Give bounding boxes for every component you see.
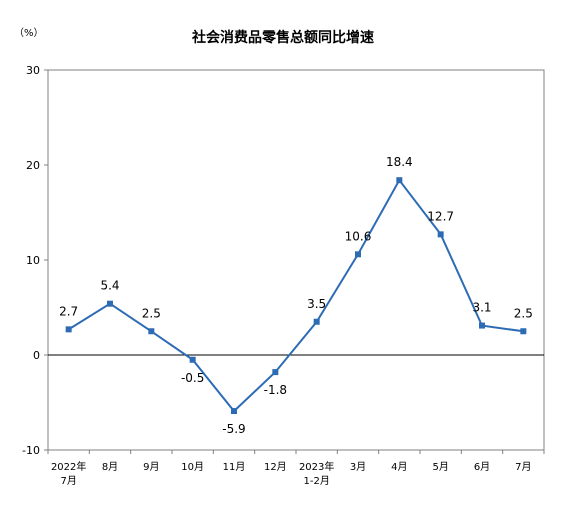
x-tick-label: 5月 [432,461,448,473]
x-tick-label: 12月 [264,461,287,473]
data-label: 2.7 [59,304,78,318]
data-label: 5.4 [100,279,119,293]
data-point [396,177,403,184]
x-tick-label: 7月 [515,461,531,473]
x-tick-label: 9月 [143,461,159,473]
data-labels: 2.7 5.4 2.5 -0.5 -5.9 -1.8 3.5 10.6 18.4 12.7 3.1 2… [59,155,533,436]
x-tick-label: 2023年 1-2月 [299,460,334,487]
x-tick-label: 2022年 7月 [51,460,86,487]
x-tick-label: 8月 [102,461,118,473]
data-point [479,322,485,329]
plot-area [47,69,545,451]
x-tick-label: 6月 [474,461,490,473]
data-label: 3.1 [472,301,491,315]
data-label: 2.5 [514,306,533,320]
data-point [189,356,196,363]
data-label: 18.4 [386,155,413,169]
chart-title: 社会消费品零售总额同比增速 [191,29,374,46]
y-tick-label: -10 [22,444,40,457]
y-tick-label: 10 [26,254,40,267]
data-point [520,328,527,335]
y-tick-label: 30 [26,64,40,77]
x-tick-label: 3月 [350,461,366,473]
data-point [313,318,320,325]
x-tick-label: 11月 [223,461,246,473]
data-point [107,300,113,307]
data-label: 2.5 [142,306,161,320]
series-line-group [65,177,527,415]
series-line [68,178,524,413]
y-axis: -10 0 10 20 30 [22,64,48,457]
y-tick-label: 0 [33,349,40,362]
data-label: -1.8 [264,383,287,397]
data-point [148,328,155,335]
data-point [65,326,72,333]
x-tick-label: 10月 [181,461,204,473]
x-tick-label: 4月 [391,461,407,473]
data-label: 3.5 [307,297,326,311]
data-point [231,408,237,415]
data-label: 12.7 [427,209,454,223]
y-tick-label: 20 [26,159,40,172]
y-axis-unit: （%） [14,27,44,39]
data-label: -5.9 [222,422,245,436]
data-point [355,251,361,258]
x-axis: 2022年 7月 8月 9月 10月 11月 12月 2023年 1-2月 3月 4月 5月 6月 7月 [47,354,545,487]
data-point [437,231,444,238]
data-label: 10.6 [345,229,372,243]
data-point [272,369,279,376]
data-label: -0.5 [181,371,204,385]
